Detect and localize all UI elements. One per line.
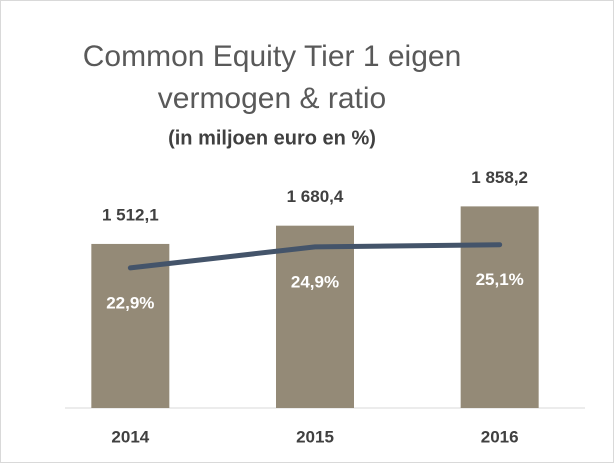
x-tick-label: 2016 (481, 427, 519, 446)
data-label: 24,9% (291, 272, 339, 291)
data-label: 1 858,2 (471, 168, 528, 187)
data-label: 25,1% (476, 270, 524, 289)
bar (276, 225, 354, 408)
x-tick-label: 2015 (296, 427, 334, 446)
bar (460, 206, 539, 408)
chart-subtitle: (in miljoen euro en %) (168, 127, 376, 149)
chart-title: Common Equity Tier 1 eigen (83, 40, 462, 73)
line (127, 242, 503, 271)
data-label: 1 512,1 (102, 205, 159, 224)
chart-title: vermogen & ratio (158, 82, 386, 115)
x-tick-label: 2014 (111, 427, 149, 446)
data-label: 1 680,4 (287, 187, 344, 206)
bar (91, 243, 170, 408)
data-label: 22,9% (106, 293, 154, 312)
